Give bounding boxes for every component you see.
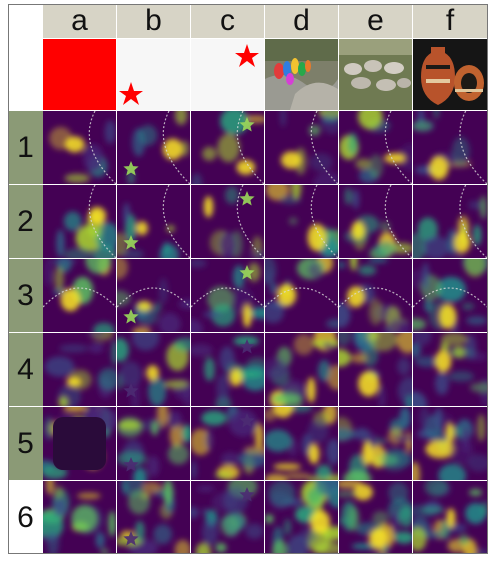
red-star-icon bbox=[119, 82, 143, 105]
column-header-b: b bbox=[117, 4, 190, 38]
column-header-e: e bbox=[339, 4, 412, 38]
heatmap-r2-b bbox=[117, 185, 190, 258]
heatmap-r3-d bbox=[265, 259, 338, 332]
heatmap-r1-a bbox=[43, 111, 116, 184]
input-image-star-bottom-left bbox=[117, 39, 190, 110]
row-label-2: 2 bbox=[8, 185, 43, 258]
heatmap-r3-e bbox=[339, 259, 412, 332]
heatmap-r4-c bbox=[191, 333, 264, 406]
input-image-figures-on-rocks bbox=[265, 39, 338, 110]
row-label-6: 6 bbox=[8, 481, 43, 554]
row-label-5: 5 bbox=[8, 407, 43, 480]
heatmap-r2-a bbox=[43, 185, 116, 258]
input-image-sheep bbox=[339, 39, 412, 110]
heatmap-r5-d bbox=[265, 407, 338, 480]
heatmap-r1-c bbox=[191, 111, 264, 184]
row-label-1: 1 bbox=[8, 111, 43, 184]
heatmap-r4-b bbox=[117, 333, 190, 406]
heatmap-r6-c bbox=[191, 481, 264, 554]
heatmap-r6-a bbox=[43, 481, 116, 554]
heatmap-r5-c bbox=[191, 407, 264, 480]
corner-blank bbox=[8, 4, 43, 38]
input-image-vases bbox=[413, 39, 487, 110]
heatmap-r1-e bbox=[339, 111, 412, 184]
heatmap-r5-e bbox=[339, 407, 412, 480]
red-star-icon bbox=[235, 44, 259, 67]
column-header-c: c bbox=[191, 4, 264, 38]
heatmap-r5-f bbox=[413, 407, 487, 480]
heatmap-r4-a bbox=[43, 333, 116, 406]
heatmap-r2-f bbox=[413, 185, 487, 258]
column-header-d: d bbox=[265, 4, 338, 38]
heatmap-r1-d bbox=[265, 111, 338, 184]
heatmap-r6-e bbox=[339, 481, 412, 554]
heatmap-r5-a bbox=[43, 407, 116, 480]
heatmap-r3-b bbox=[117, 259, 190, 332]
heatmap-r5-b bbox=[117, 407, 190, 480]
heatmap-r6-b bbox=[117, 481, 190, 554]
heatmap-r4-d bbox=[265, 333, 338, 406]
heatmap-r2-c bbox=[191, 185, 264, 258]
heatmap-r2-e bbox=[339, 185, 412, 258]
heatmap-r4-e bbox=[339, 333, 412, 406]
column-header-a: a bbox=[43, 4, 116, 38]
heatmap-r3-a bbox=[43, 259, 116, 332]
input-image-star-top-right bbox=[191, 39, 264, 110]
heatmap-r6-d bbox=[265, 481, 338, 554]
heatmap-r3-f bbox=[413, 259, 487, 332]
heatmap-r2-d bbox=[265, 185, 338, 258]
heatmap-r1-b bbox=[117, 111, 190, 184]
heatmap-r4-f bbox=[413, 333, 487, 406]
input-image-solid-red bbox=[43, 39, 116, 110]
row-label-3: 3 bbox=[8, 259, 43, 332]
heatmap-r1-f bbox=[413, 111, 487, 184]
heatmap-r6-f bbox=[413, 481, 487, 554]
heatmap-r3-c bbox=[191, 259, 264, 332]
row-label-4: 4 bbox=[8, 333, 43, 406]
column-header-f: f bbox=[413, 4, 487, 38]
